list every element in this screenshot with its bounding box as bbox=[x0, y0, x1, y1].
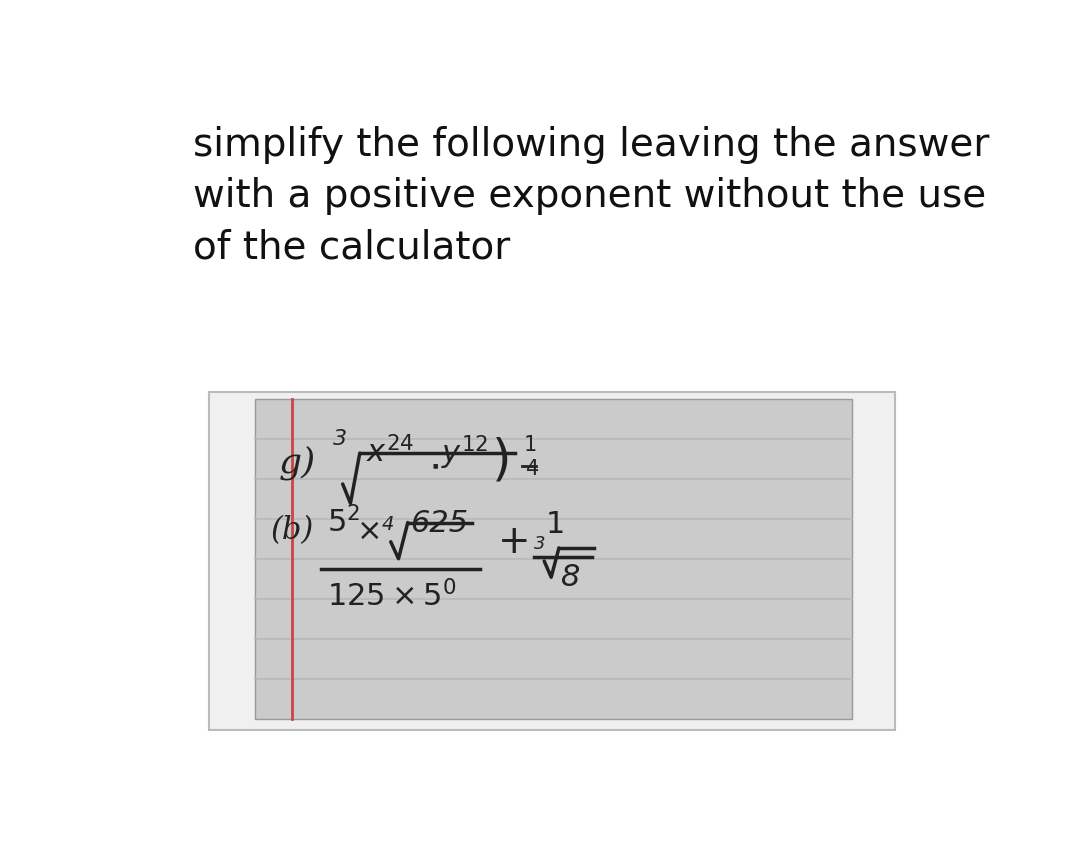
Text: 1: 1 bbox=[524, 435, 538, 454]
FancyBboxPatch shape bbox=[208, 391, 894, 730]
Text: ): ) bbox=[491, 436, 511, 484]
Text: 3: 3 bbox=[535, 535, 545, 553]
Text: 4: 4 bbox=[526, 459, 539, 478]
Text: 8: 8 bbox=[562, 563, 581, 592]
Text: $125 \times 5^0$: $125 \times 5^0$ bbox=[327, 580, 457, 613]
Text: 4: 4 bbox=[381, 515, 394, 534]
Text: $x^{24}$: $x^{24}$ bbox=[366, 437, 415, 469]
Text: +: + bbox=[498, 523, 530, 561]
Text: $\mathbf{\cdot}$: $\mathbf{\cdot}$ bbox=[430, 454, 438, 478]
FancyBboxPatch shape bbox=[255, 399, 852, 719]
Text: simplify the following leaving the answer
with a positive exponent without the u: simplify the following leaving the answe… bbox=[193, 126, 989, 267]
Text: $5^2$: $5^2$ bbox=[327, 505, 361, 538]
Text: g): g) bbox=[279, 446, 315, 480]
Text: 3: 3 bbox=[333, 430, 347, 449]
Text: 625: 625 bbox=[410, 509, 469, 538]
Text: $\times$: $\times$ bbox=[356, 517, 379, 545]
Text: $y^{12}$: $y^{12}$ bbox=[441, 434, 488, 472]
Text: 1: 1 bbox=[545, 511, 565, 540]
Text: (b): (b) bbox=[271, 515, 314, 545]
